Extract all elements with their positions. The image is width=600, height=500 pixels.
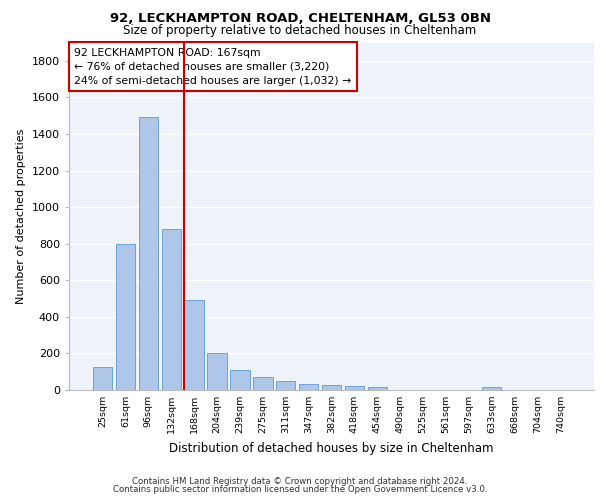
Bar <box>299 384 319 390</box>
Text: Size of property relative to detached houses in Cheltenham: Size of property relative to detached ho… <box>124 24 476 37</box>
X-axis label: Distribution of detached houses by size in Cheltenham: Distribution of detached houses by size … <box>169 442 494 454</box>
Bar <box>368 387 387 390</box>
Bar <box>139 118 158 390</box>
Bar <box>93 367 112 390</box>
Text: 92, LECKHAMPTON ROAD, CHELTENHAM, GL53 0BN: 92, LECKHAMPTON ROAD, CHELTENHAM, GL53 0… <box>110 12 491 26</box>
Bar <box>161 229 181 390</box>
Text: 92 LECKHAMPTON ROAD: 167sqm
← 76% of detached houses are smaller (3,220)
24% of : 92 LECKHAMPTON ROAD: 167sqm ← 76% of det… <box>74 48 352 86</box>
Bar <box>322 385 341 390</box>
Text: Contains public sector information licensed under the Open Government Licence v3: Contains public sector information licen… <box>113 485 487 494</box>
Bar <box>344 386 364 390</box>
Bar <box>276 381 295 390</box>
Bar <box>253 377 272 390</box>
Y-axis label: Number of detached properties: Number of detached properties <box>16 128 26 304</box>
Text: Contains HM Land Registry data © Crown copyright and database right 2024.: Contains HM Land Registry data © Crown c… <box>132 477 468 486</box>
Bar <box>482 388 502 390</box>
Bar <box>230 370 250 390</box>
Bar <box>116 244 135 390</box>
Bar <box>208 352 227 390</box>
Bar <box>184 300 204 390</box>
